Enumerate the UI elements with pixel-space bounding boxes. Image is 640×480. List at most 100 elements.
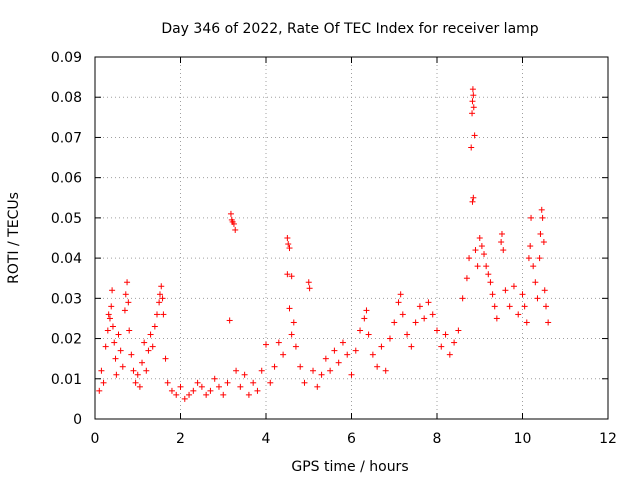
data-point xyxy=(469,86,476,93)
y-tick-label: 0.01 xyxy=(51,372,82,388)
data-point xyxy=(258,367,265,374)
data-point xyxy=(232,226,239,233)
data-point xyxy=(153,311,160,318)
y-tick-label: 0 xyxy=(73,412,82,428)
data-point xyxy=(149,343,156,350)
data-point xyxy=(322,355,329,362)
data-point xyxy=(382,367,389,374)
data-point xyxy=(540,239,547,246)
data-point xyxy=(416,303,423,310)
data-point xyxy=(500,247,507,254)
data-point xyxy=(466,255,473,262)
data-point xyxy=(459,295,466,302)
data-point xyxy=(126,327,133,334)
y-axis-label: ROTI / TECUs xyxy=(6,192,22,284)
data-point xyxy=(363,307,370,314)
data-point xyxy=(455,327,462,334)
data-point xyxy=(267,379,274,386)
data-point xyxy=(288,331,295,338)
data-point xyxy=(284,271,291,278)
data-point xyxy=(139,359,146,366)
data-point xyxy=(523,319,530,326)
data-point xyxy=(483,263,490,270)
x-tick-label: 2 xyxy=(176,431,185,447)
data-point xyxy=(369,351,376,358)
data-point xyxy=(297,363,304,370)
data-point xyxy=(173,391,180,398)
data-point xyxy=(233,367,240,374)
data-point xyxy=(104,327,111,334)
data-point xyxy=(474,263,481,270)
data-point xyxy=(357,327,364,334)
data-point xyxy=(241,371,248,378)
data-point xyxy=(125,299,132,306)
chart-title: Day 346 of 2022, Rate Of TEC Index for r… xyxy=(161,21,538,37)
data-point xyxy=(136,383,143,390)
data-point xyxy=(151,323,158,330)
data-point xyxy=(491,303,498,310)
data-point xyxy=(515,311,522,318)
data-point xyxy=(130,367,137,374)
data-point xyxy=(158,283,165,290)
data-point xyxy=(391,319,398,326)
x-tick-label: 4 xyxy=(262,431,271,447)
data-point xyxy=(301,379,308,386)
data-point xyxy=(141,339,148,346)
data-point xyxy=(215,383,222,390)
data-point xyxy=(286,245,293,252)
data-point xyxy=(521,303,528,310)
x-tick-label: 8 xyxy=(433,431,442,447)
data-point xyxy=(395,299,402,306)
x-tick-label: 0 xyxy=(91,431,100,447)
data-point xyxy=(421,315,428,322)
data-point xyxy=(429,311,436,318)
data-point xyxy=(408,343,415,350)
y-tick-label: 0.03 xyxy=(51,291,82,307)
data-point xyxy=(532,279,539,286)
data-point xyxy=(442,331,449,338)
y-tick-label: 0.05 xyxy=(51,211,82,227)
data-point xyxy=(113,371,120,378)
data-point xyxy=(498,239,505,246)
data-point xyxy=(487,279,494,286)
data-point xyxy=(502,287,509,294)
data-point xyxy=(438,343,445,350)
data-point xyxy=(109,287,116,294)
data-point xyxy=(112,355,119,362)
data-point xyxy=(545,319,552,326)
data-point xyxy=(476,235,483,241)
data-point xyxy=(537,230,544,237)
data-point xyxy=(156,291,163,298)
data-point xyxy=(470,92,477,99)
data-point xyxy=(469,98,476,105)
data-point xyxy=(471,132,478,139)
data-point xyxy=(510,283,517,290)
data-point xyxy=(498,230,505,237)
data-point xyxy=(446,351,453,358)
data-point xyxy=(106,315,113,322)
data-point xyxy=(143,367,150,374)
data-point xyxy=(386,335,393,342)
data-point xyxy=(469,198,476,205)
data-point xyxy=(538,206,545,213)
data-point xyxy=(310,367,317,374)
data-point xyxy=(285,241,292,248)
tick-labels: 0 2 4 6 8 10 12 0 0.01 0.02 0.03 0.04 0.05 0.06 0.07 0.… xyxy=(51,50,617,447)
data-point xyxy=(121,307,128,314)
data-point xyxy=(470,104,477,111)
data-point xyxy=(181,395,188,402)
data-point xyxy=(331,347,338,354)
y-tick-label: 0.09 xyxy=(51,50,82,66)
data-point xyxy=(245,391,252,398)
data-point xyxy=(539,214,546,221)
y-tick-label: 0.07 xyxy=(51,130,82,146)
data-point xyxy=(527,243,534,250)
x-tick-label: 10 xyxy=(514,431,532,447)
data-point xyxy=(543,303,550,310)
data-point xyxy=(237,383,244,390)
data-point xyxy=(434,327,440,334)
data-point xyxy=(493,315,500,322)
data-point xyxy=(489,291,496,298)
data-point xyxy=(156,299,163,306)
data-point xyxy=(164,379,171,386)
